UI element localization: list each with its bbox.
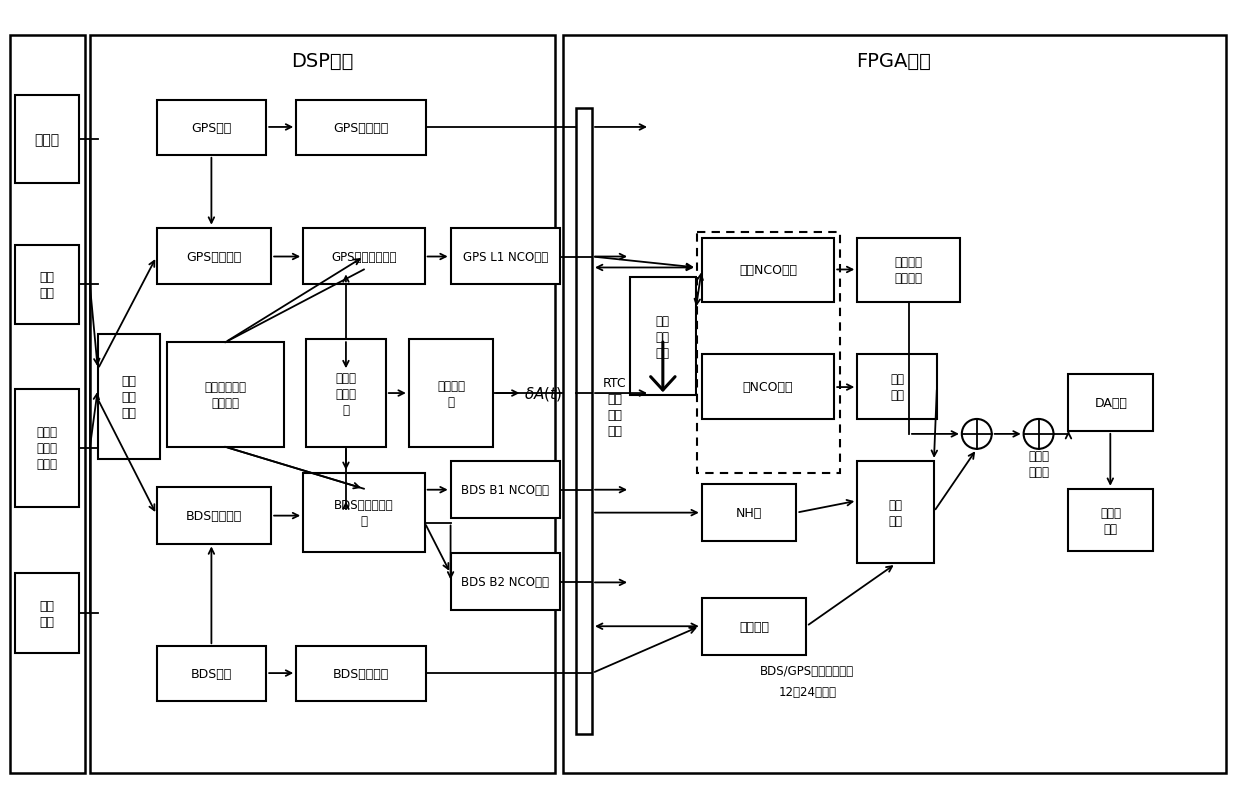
Text: 时间
系统
同步: 时间 系统 同步: [122, 375, 136, 419]
Text: 数据
调制: 数据 调制: [889, 498, 903, 527]
Text: 电离层
闪烁模
型: 电离层 闪烁模 型: [336, 371, 356, 416]
Text: GPS星历: GPS星历: [191, 122, 232, 135]
Bar: [450, 554, 560, 611]
Text: 星历
文件: 星历 文件: [40, 599, 55, 628]
Text: BDS/GPS信号生成模块: BDS/GPS信号生成模块: [760, 663, 854, 676]
Text: 上位机: 上位机: [35, 133, 60, 147]
Bar: [577, 109, 591, 734]
Text: 导航电文: 导航电文: [739, 620, 769, 633]
Bar: [10, 36, 84, 773]
Text: BDS B1 NCO参数: BDS B1 NCO参数: [461, 483, 549, 496]
Bar: [702, 484, 796, 541]
Bar: [156, 487, 272, 544]
Bar: [296, 101, 425, 156]
Text: 相位
波动
数据: 相位 波动 数据: [656, 315, 670, 359]
Bar: [156, 646, 267, 702]
Text: 12、24号通道: 12、24号通道: [779, 684, 836, 697]
Bar: [697, 232, 841, 473]
Bar: [15, 573, 79, 654]
Text: FPGA模块: FPGA模块: [857, 52, 931, 71]
Text: NH码: NH码: [735, 506, 763, 519]
Text: 闪烁波
动设置
据文件: 闪烁波 动设置 据文件: [36, 426, 57, 470]
Text: GPS卫星坐标: GPS卫星坐标: [186, 251, 242, 264]
Bar: [630, 278, 696, 396]
Bar: [857, 238, 960, 303]
Bar: [303, 473, 424, 553]
Bar: [296, 646, 425, 702]
Text: RTC
时序
控制
模块: RTC 时序 控制 模块: [603, 377, 627, 438]
Bar: [306, 340, 386, 448]
Text: 上变频
模块: 上变频 模块: [1100, 506, 1121, 535]
Bar: [450, 229, 560, 285]
Text: GPS导航电文: GPS导航电文: [334, 122, 388, 135]
Bar: [857, 461, 934, 564]
Bar: [450, 461, 560, 518]
Text: DA模块: DA模块: [1095, 397, 1127, 410]
Bar: [156, 101, 267, 156]
Bar: [1069, 489, 1153, 551]
Bar: [1069, 375, 1153, 431]
Bar: [15, 245, 79, 325]
Bar: [409, 340, 494, 448]
Text: DSP模块: DSP模块: [291, 52, 353, 71]
Text: 场景
文件: 场景 文件: [40, 271, 55, 299]
Text: $\delta A(t)$: $\delta A(t)$: [525, 384, 563, 402]
Bar: [702, 354, 835, 419]
Bar: [166, 343, 284, 448]
Text: 数字中频
载波生成: 数字中频 载波生成: [894, 256, 923, 285]
Bar: [15, 96, 79, 183]
Text: BDS B2 NCO参数: BDS B2 NCO参数: [461, 576, 549, 589]
Bar: [15, 389, 79, 507]
Text: 载波NCO模块: 载波NCO模块: [739, 264, 797, 277]
Bar: [156, 229, 272, 285]
Text: BDS星历: BDS星历: [191, 667, 232, 680]
Bar: [702, 238, 835, 303]
Text: 码NCO模块: 码NCO模块: [743, 380, 794, 393]
Bar: [89, 36, 556, 773]
Text: GPS伪距和伪距率: GPS伪距和伪距率: [331, 251, 397, 264]
Text: 载体用户轨迹
误差模型: 载体用户轨迹 误差模型: [205, 380, 247, 410]
Text: 伪码
生成: 伪码 生成: [890, 372, 904, 401]
Text: 多路信
号合成: 多路信 号合成: [1028, 450, 1049, 478]
Bar: [857, 354, 937, 419]
Text: GPS L1 NCO参数: GPS L1 NCO参数: [463, 251, 548, 264]
Bar: [563, 36, 1226, 773]
Bar: [303, 229, 424, 285]
Text: BDS卫星坐标: BDS卫星坐标: [186, 509, 242, 522]
Bar: [98, 335, 160, 459]
Text: BDS导航电文: BDS导航电文: [332, 667, 389, 680]
Text: BDS伪距和伪距
率: BDS伪距和伪距 率: [334, 499, 393, 527]
Bar: [702, 599, 806, 655]
Text: 载噪比控
制: 载噪比控 制: [436, 379, 465, 408]
